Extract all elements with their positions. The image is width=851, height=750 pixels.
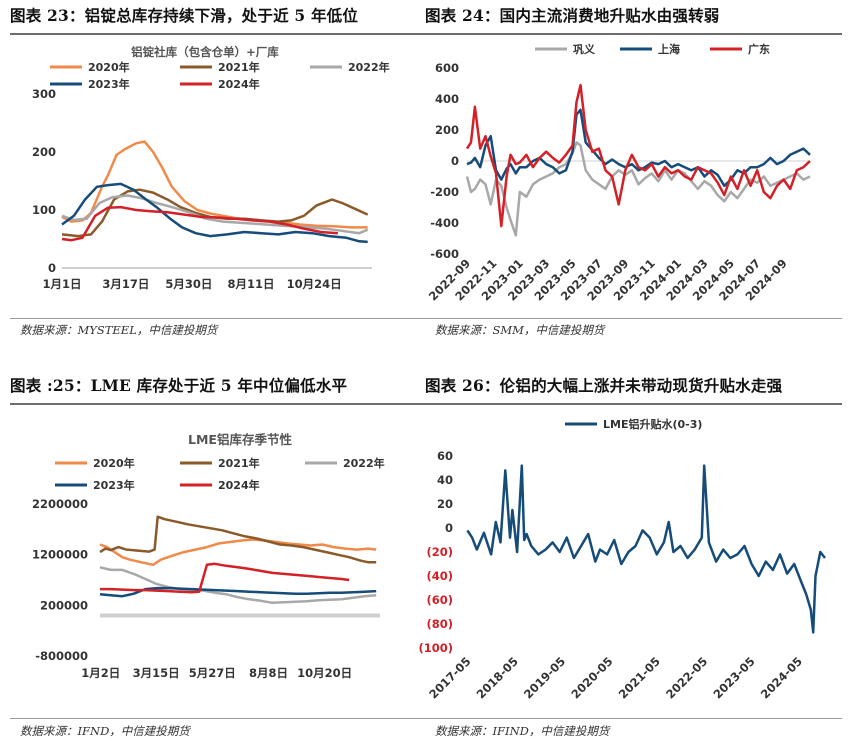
series-line-2022年 xyxy=(99,566,377,605)
chart-title: 铝锭社库（包含仓单）+厂库 xyxy=(131,45,279,59)
y-tick-label: (20) xyxy=(426,545,453,559)
series-line-2021年 xyxy=(99,515,377,564)
series-line-lme-spread xyxy=(466,464,826,634)
y-tick-label: 400 xyxy=(435,92,459,106)
x-tick-label: 2024-05 xyxy=(758,654,805,701)
x-tick-label: 10月24日 xyxy=(287,277,342,291)
y-tick-label: -200 xyxy=(430,185,459,199)
legend-label: 巩义 xyxy=(573,42,596,56)
x-tick-label: 5月27日 xyxy=(189,666,236,680)
x-tick-label: 2021-05 xyxy=(616,654,663,701)
legend-label: 2020年 xyxy=(88,60,130,74)
legend-label: 上海 xyxy=(658,42,680,56)
lme-inventory-chart: LME铝库存季节性 2020年 2021年 2022年 2023年 2024年 -80000… xyxy=(32,432,385,680)
panel-bottom-rule xyxy=(425,318,842,319)
legend-label: 广东 xyxy=(748,42,770,56)
y-tick-label: 600 xyxy=(435,61,459,75)
y-tick-label: -600 xyxy=(430,247,459,261)
x-tick-label: 1月1日 xyxy=(42,277,81,291)
series-line-2022年 xyxy=(61,194,369,235)
x-tick-label: 5月30日 xyxy=(165,277,212,291)
legend-label: 2022年 xyxy=(343,456,385,470)
panel-title: 图表 :25：LME 库存处于近 5 年中位偏低水平 xyxy=(10,376,348,395)
source-note: 数据来源：MYSTEEL，中信建投期货 xyxy=(20,323,218,337)
y-tick-label: 200 xyxy=(32,145,56,159)
y-tick-label: 2200000 xyxy=(32,497,88,511)
panel-title: 图表 23：铝锭总库存持续下滑，处于近 5 年低位 xyxy=(10,6,359,25)
series-line-巩义 xyxy=(465,141,811,237)
source-note: 数据来源：IFIND，中信建投期货 xyxy=(435,724,610,738)
panel-top-rule xyxy=(10,403,427,405)
premium-chart: 巩义 上海 广东-600-400-20002004006002022-092022-… xyxy=(426,42,811,303)
source-note: 数据来源：IFND，中信建投期货 xyxy=(20,724,190,738)
y-tick-label: 1200000 xyxy=(32,548,88,562)
legend-label: 2024年 xyxy=(218,77,260,91)
x-tick-label: 2023-05 xyxy=(710,654,757,701)
x-tick-label: 10月20日 xyxy=(297,666,352,680)
y-tick-label: 0 xyxy=(445,521,453,535)
chart-title: LME铝库存季节性 xyxy=(188,432,292,447)
y-tick-label: 200000 xyxy=(40,598,88,612)
x-tick-label: 8月8日 xyxy=(249,666,288,680)
y-tick-label: (40) xyxy=(426,569,453,583)
y-tick-label: (100) xyxy=(418,641,453,655)
y-tick-label: 60 xyxy=(437,449,453,463)
x-tick-label: 2018-05 xyxy=(474,654,521,701)
y-tick-label: (60) xyxy=(426,593,453,607)
y-tick-label: 0 xyxy=(451,154,459,168)
legend-label: 2020年 xyxy=(93,456,135,470)
x-tick-label: 2020-05 xyxy=(568,654,615,701)
series-line-2024年 xyxy=(100,562,350,594)
series-line-广东 xyxy=(465,83,811,228)
panel-title: 图表 26：伦铝的大幅上涨并未带动现货升贴水走强 xyxy=(425,376,783,395)
y-tick-label: 20 xyxy=(437,497,453,511)
x-tick-label: 2022-05 xyxy=(663,654,710,701)
legend-label: 2023年 xyxy=(93,478,135,492)
series-line-2024年 xyxy=(61,205,338,242)
panel-top-rule xyxy=(10,33,427,35)
series-line-2020年 xyxy=(99,538,377,567)
x-tick-label: 3月17日 xyxy=(102,277,149,291)
y-tick-label: (80) xyxy=(426,617,453,631)
x-tick-label: 8月11日 xyxy=(228,277,275,291)
x-tick-label: 2017-05 xyxy=(426,654,473,701)
panel-bottom-rule xyxy=(10,718,427,719)
y-tick-label: 200 xyxy=(435,123,459,137)
y-tick-label: -800000 xyxy=(35,649,88,663)
legend-label: 2021年 xyxy=(218,60,260,74)
x-tick-label: 1月2日 xyxy=(81,666,120,680)
panel-top-rule xyxy=(425,403,842,405)
legend-label: LME铝升贴水(0-3) xyxy=(603,417,702,431)
panel-top-rule xyxy=(425,33,842,35)
panel-title: 图表 24：国内主流消费地升贴水由强转弱 xyxy=(425,6,720,25)
legend-label: 2022年 xyxy=(348,60,390,74)
series-line-2023年 xyxy=(61,182,368,244)
panel-bottom-rule xyxy=(10,318,427,319)
legend-label: 2024年 xyxy=(218,478,260,492)
y-tick-label: 40 xyxy=(437,473,453,487)
y-tick-label: 300 xyxy=(32,87,56,101)
source-note: 数据来源：SMM，中信建投期货 xyxy=(435,323,605,337)
x-tick-label: 3月15日 xyxy=(133,666,180,680)
x-tick-label: 2019-05 xyxy=(521,654,568,701)
lme-spread-chart: LME铝升贴水(0-3) 60 40 20 0 (20) (40) (60) (80) (100)… xyxy=(418,417,826,701)
legend-label: 2023年 xyxy=(88,77,130,91)
y-tick-label: 100 xyxy=(32,203,56,217)
series-line-2020年 xyxy=(61,140,368,229)
legend-label: 2021年 xyxy=(218,456,260,470)
panel-bottom-rule xyxy=(425,718,842,719)
y-tick-label: -400 xyxy=(430,216,459,230)
y-tick-label: 0 xyxy=(48,261,56,275)
